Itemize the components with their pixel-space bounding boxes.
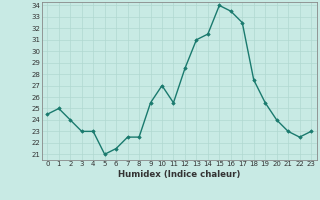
X-axis label: Humidex (Indice chaleur): Humidex (Indice chaleur) [118, 170, 240, 179]
